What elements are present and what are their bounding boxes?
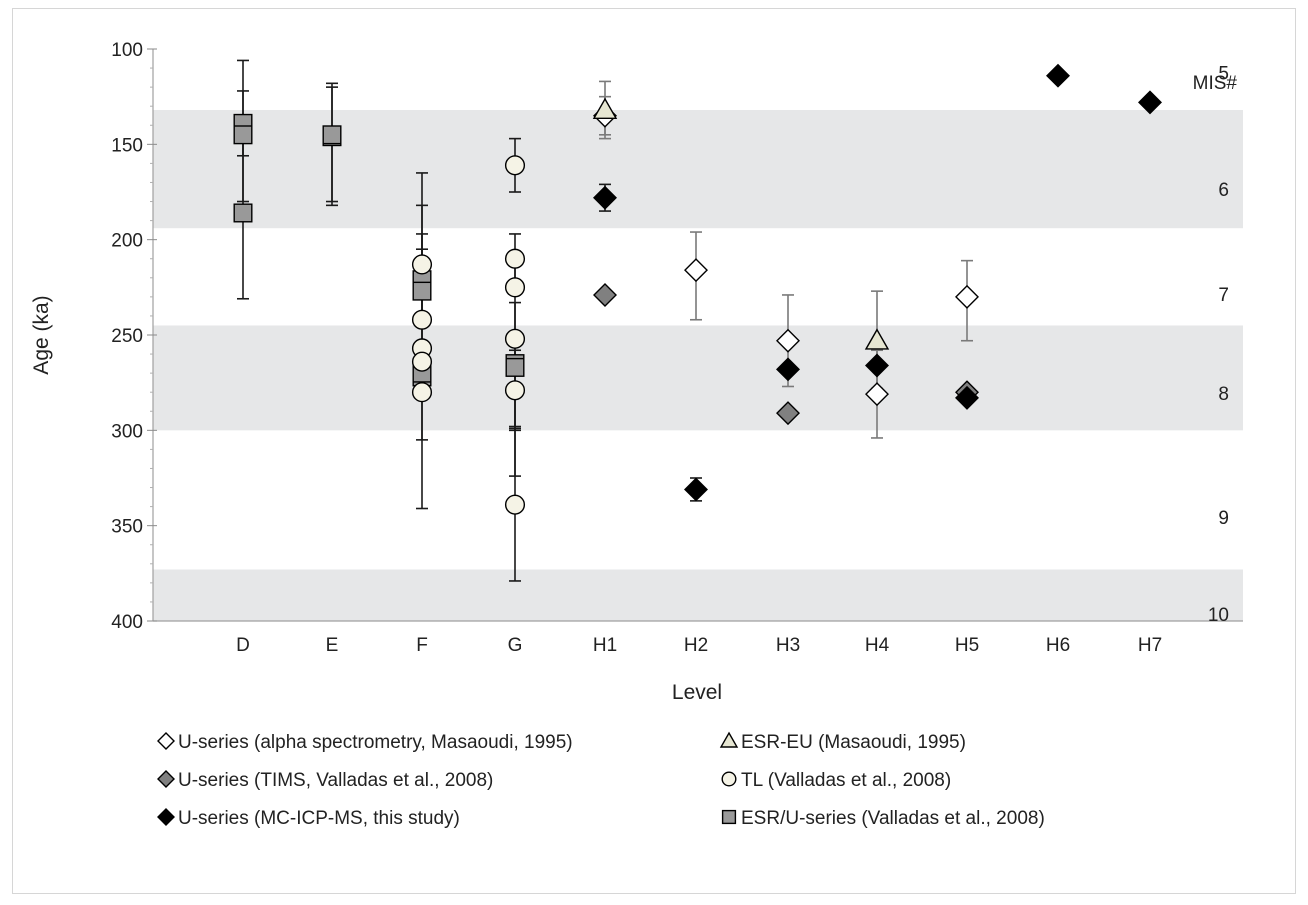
legend-label: ESR/U-series (Valladas et al., 2008) [741,808,1045,829]
data-point [233,125,253,145]
legend-marker [721,809,737,825]
data-point [865,353,889,378]
data-point [864,328,890,350]
y-tick-label: 250 [111,326,143,347]
data-point [411,351,433,372]
legend-marker [157,770,175,788]
x-axis-title: Level [672,681,722,704]
data-point [955,284,979,309]
data-point [955,385,979,410]
mis-label-7: 7 [1218,285,1229,306]
legend-marker [721,771,737,787]
data-point [684,477,708,502]
y-tick-label: 100 [111,40,143,61]
data-point [233,203,253,223]
legend-label: U-series (TIMS, Valladas et al., 2008) [178,770,493,791]
x-tick-label: H2 [684,635,708,656]
mis-label-10: 10 [1208,605,1229,626]
axes: 100 150 200 250 300 350 400 D E F G H1 H2 H3 H4 H5 H6 H7 [111,40,1243,656]
legend-marker [157,808,175,826]
data-points [233,63,1162,515]
data-point [504,277,526,298]
data-point [1138,90,1162,115]
x-tick-label: H3 [776,635,800,656]
mis-bands [153,110,1243,621]
x-tick-label: G [508,635,523,656]
x-tick-label: H1 [593,635,617,656]
legend: U-series (alpha spectrometry, Masaoudi, … [157,731,1045,829]
data-point [593,282,617,307]
y-tick-label: 150 [111,135,143,156]
data-point [322,125,342,145]
x-tick-label: D [236,635,250,656]
legend-label: TL (Valladas et al., 2008) [741,770,951,791]
x-tick-label: E [326,635,339,656]
data-point [593,185,617,210]
mis-label-6: 6 [1218,180,1229,201]
data-point [776,357,800,382]
y-axis-title: Age (ka) [30,295,53,374]
data-point [504,494,526,515]
y-tick-label: 300 [111,421,143,442]
data-point [592,97,618,119]
data-point [505,357,525,377]
chart-frame: 100 150 200 250 300 350 400 D E F G H1 H2 H3 H4 H5 H6 H7 … [12,8,1296,894]
data-point [504,155,526,176]
data-point [776,328,800,353]
data-point [412,281,432,301]
x-tick-label: H5 [955,635,979,656]
mis-header-label: MIS# [1193,73,1238,94]
legend-marker [157,732,175,750]
data-point [865,382,889,407]
data-point [1046,63,1070,88]
mis-band-6 [153,110,1243,229]
data-point [504,248,526,269]
y-tick-label: 200 [111,231,143,252]
y-tick-label: 400 [111,612,143,633]
mis-label-8: 8 [1218,384,1229,405]
y-tick-label: 350 [111,517,143,538]
mis-labels: MIS#5 6 7 8 9 10 [1193,64,1238,626]
mis-band-8 [153,325,1243,431]
mis-label-5: 5 [1218,64,1229,85]
data-point [411,309,433,330]
data-point [684,258,708,283]
data-point [776,401,800,426]
x-tick-label: H6 [1046,635,1070,656]
legend-label: U-series (alpha spectrometry, Masaoudi, … [178,732,573,753]
mis-label-9: 9 [1218,508,1229,529]
data-point [411,382,433,403]
legend-label: U-series (MC-ICP-MS, this study) [178,808,460,829]
mis-band-10 [153,569,1243,621]
legend-label: ESR-EU (Masaoudi, 1995) [741,732,966,753]
x-tick-label: F [416,635,428,656]
x-tick-label: H4 [865,635,890,656]
x-tick-label: H7 [1138,635,1162,656]
data-point [411,254,433,275]
data-point [504,328,526,349]
legend-marker [719,731,739,748]
data-point [504,380,526,401]
